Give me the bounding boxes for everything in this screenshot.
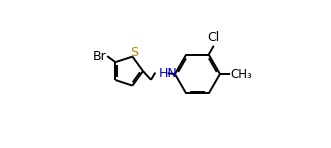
Text: Br: Br <box>93 50 107 63</box>
Text: Cl: Cl <box>208 31 220 44</box>
Text: S: S <box>130 46 138 59</box>
Text: HN: HN <box>159 67 178 80</box>
Text: CH₃: CH₃ <box>231 67 253 81</box>
